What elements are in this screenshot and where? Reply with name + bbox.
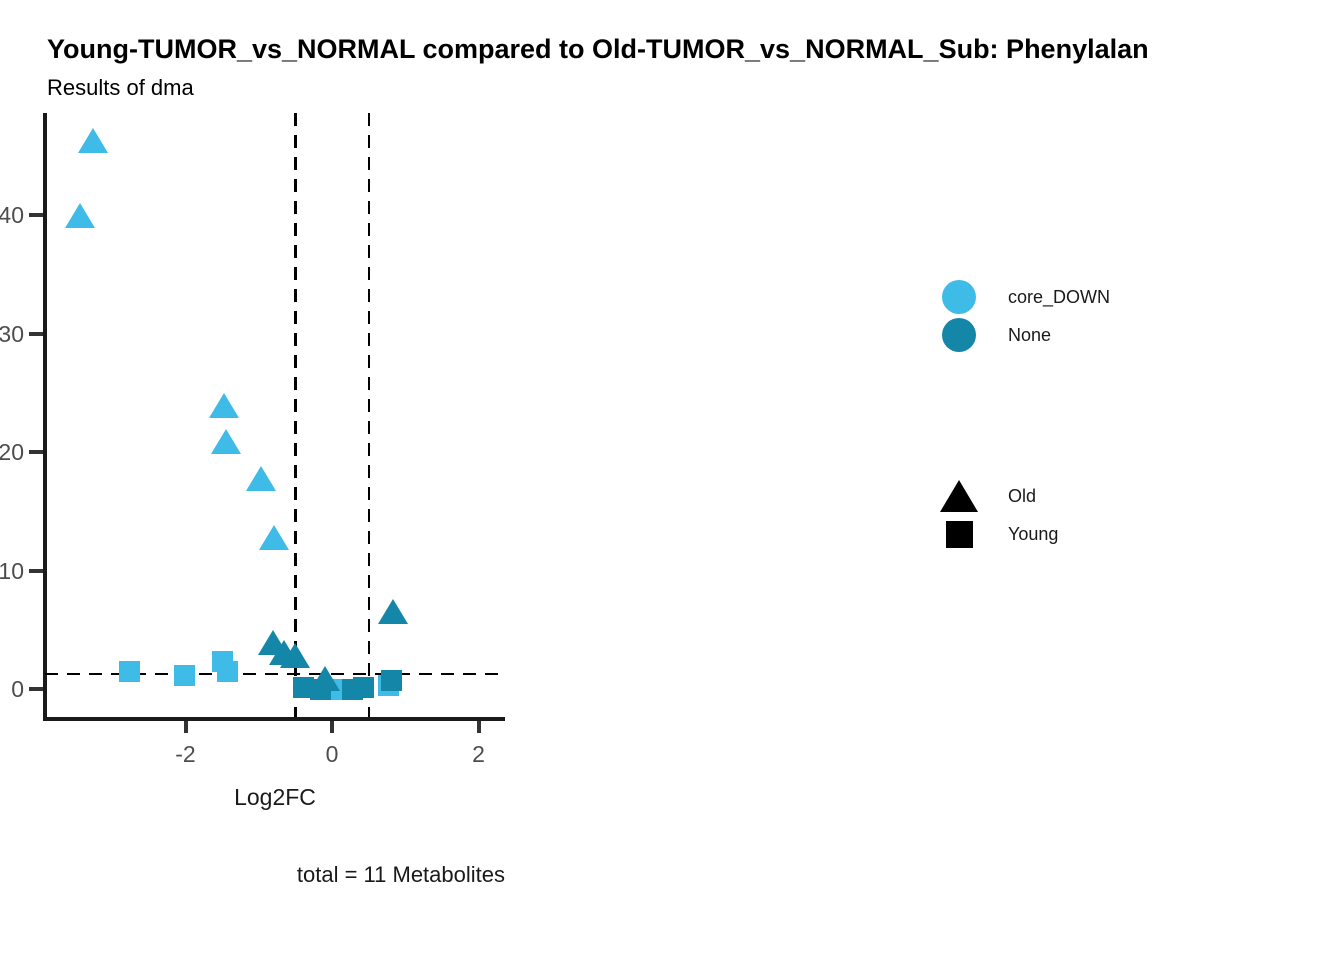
y-axis-line [43, 113, 47, 721]
legend-item-old: Old [940, 477, 1058, 515]
point-square-core_down [119, 661, 141, 683]
point-square-none [380, 669, 402, 691]
legend-label: Young [1008, 523, 1059, 544]
caption: total = 11 Metabolites [296, 862, 505, 887]
legend-label: core_DOWN [1008, 286, 1111, 307]
y-tick-label: 30 [0, 320, 24, 347]
legend-label: Old [1008, 485, 1037, 506]
pvalue-threshold-line [45, 672, 505, 676]
x-tick-label: 2 [472, 741, 485, 767]
y-tick-label: 10 [0, 557, 24, 584]
x-tick-mark [476, 721, 481, 733]
point-triangle-core_down [210, 428, 241, 454]
point-square-none [352, 677, 374, 699]
circle-swatch [942, 318, 976, 352]
x-tick-label: -2 [175, 741, 196, 767]
y-tick-mark [29, 687, 43, 691]
plot-subtitle: Results of dma [47, 75, 194, 100]
point-triangle-core_down [209, 393, 240, 419]
legend-item-none: None [940, 316, 1110, 354]
legend-item-young: Young [940, 515, 1058, 553]
legend-triangle-icon [940, 477, 978, 515]
point-triangle-core_down [65, 202, 96, 228]
x-tick-mark [183, 721, 188, 733]
y-tick-mark [29, 568, 43, 573]
legend-shape-group: Old Young [940, 477, 1058, 553]
legend-color-group: core_DOWN None [940, 278, 1110, 354]
point-square-none [309, 678, 331, 700]
x-axis-line [43, 717, 505, 721]
circle-swatch [942, 280, 976, 314]
point-triangle-none [377, 599, 408, 625]
legend-circle-icon [940, 316, 978, 354]
legend-circle-icon [940, 278, 978, 316]
legend-item-core_down: core_DOWN [940, 278, 1110, 316]
fc-threshold-line-right [367, 113, 371, 717]
y-tick-mark [29, 213, 43, 217]
plot-title: Young-TUMOR_vs_NORMAL compared to Old-TU… [47, 34, 1149, 64]
y-tick-mark [29, 331, 43, 336]
point-square-core_down [174, 664, 196, 686]
point-triangle-core_down [245, 465, 276, 491]
x-tick-mark [330, 721, 334, 733]
point-triangle-core_down [259, 524, 290, 550]
y-tick-mark [29, 450, 43, 454]
fc-threshold-line-left [294, 113, 297, 717]
legend-square-icon [940, 515, 978, 553]
point-triangle-none [280, 643, 311, 669]
y-tick-label: 40 [0, 202, 24, 228]
y-tick-label: 20 [0, 439, 24, 465]
point-triangle-core_down [78, 127, 109, 153]
x-tick-label: 0 [325, 741, 339, 767]
point-square-core_down [217, 661, 239, 683]
y-tick-label: 0 [11, 676, 24, 702]
square-swatch [945, 520, 973, 548]
point-square-none [292, 677, 314, 699]
legend-label: None [1008, 324, 1052, 345]
x-axis-title: Log2FC [234, 784, 316, 810]
